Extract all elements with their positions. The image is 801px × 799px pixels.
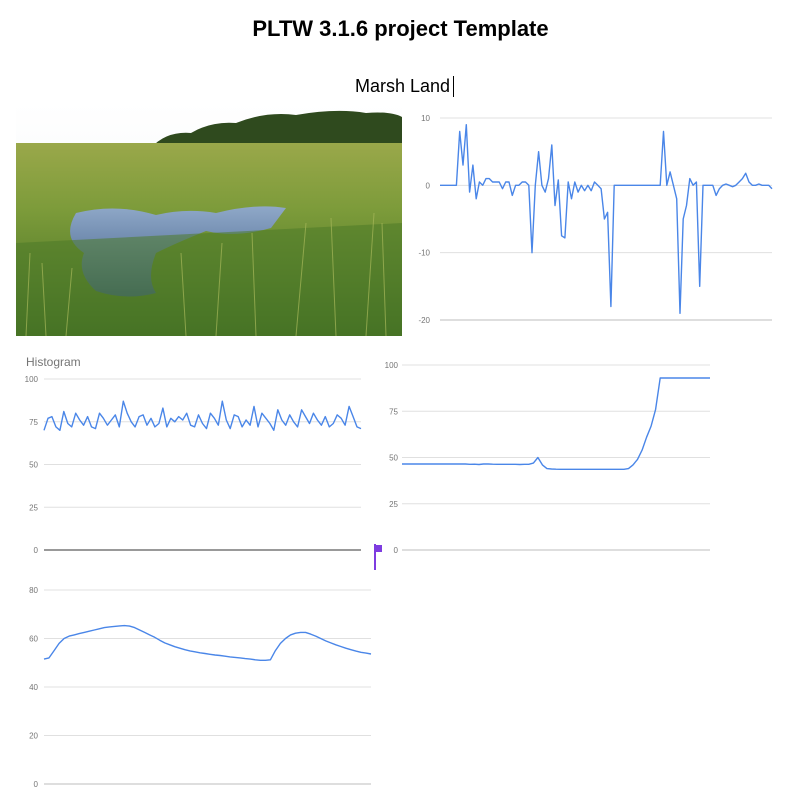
series-line bbox=[440, 124, 773, 315]
chart-1[interactable]: 10 0 -10 -20 bbox=[410, 108, 775, 323]
y-tick-label: 50 bbox=[29, 461, 38, 470]
y-tick-label: -10 bbox=[418, 249, 430, 258]
y-tick-label: 10 bbox=[421, 114, 430, 123]
chart-title: Histogram bbox=[26, 355, 81, 369]
y-tick-label: 80 bbox=[29, 586, 38, 595]
y-tick-label: 100 bbox=[385, 361, 399, 370]
marsh-photo-image bbox=[16, 103, 402, 336]
chart-svg: 80 60 40 20 0 bbox=[29, 586, 372, 789]
y-tick-label: 75 bbox=[29, 418, 38, 427]
y-tick-label: -20 bbox=[418, 316, 430, 323]
marsh-photo[interactable] bbox=[16, 103, 402, 336]
y-tick-label: 50 bbox=[389, 454, 398, 463]
series-line bbox=[43, 624, 372, 662]
y-tick-label: 60 bbox=[29, 635, 38, 644]
chart-4[interactable]: 80 60 40 20 0 bbox=[16, 580, 374, 792]
chart-histogram[interactable]: Histogram 100 75 50 25 0 bbox=[16, 352, 366, 557]
flag-icon[interactable] bbox=[373, 544, 383, 570]
chart-svg: Histogram 100 75 50 25 0 bbox=[25, 355, 362, 555]
text-cursor bbox=[453, 76, 454, 97]
image-caption[interactable]: Marsh Land bbox=[355, 76, 451, 96]
chart-3[interactable]: 100 75 50 25 0 bbox=[380, 352, 715, 557]
page-title: PLTW 3.1.6 project Template bbox=[252, 16, 549, 41]
series-line bbox=[43, 400, 362, 432]
chart-svg: 10 0 -10 -20 bbox=[418, 114, 773, 323]
y-tick-label: 40 bbox=[29, 683, 38, 692]
y-tick-label: 0 bbox=[34, 546, 39, 555]
y-tick-label: 75 bbox=[389, 407, 398, 416]
series-line bbox=[402, 377, 710, 471]
y-tick-label: 100 bbox=[25, 375, 39, 384]
y-tick-label: 20 bbox=[29, 732, 38, 741]
y-tick-label: 25 bbox=[29, 503, 38, 512]
y-tick-label: 25 bbox=[389, 500, 398, 509]
y-tick-label: 0 bbox=[426, 181, 431, 190]
y-tick-label: 0 bbox=[394, 546, 399, 555]
y-tick-label: 0 bbox=[34, 780, 39, 789]
chart-svg: 100 75 50 25 0 bbox=[385, 361, 710, 555]
